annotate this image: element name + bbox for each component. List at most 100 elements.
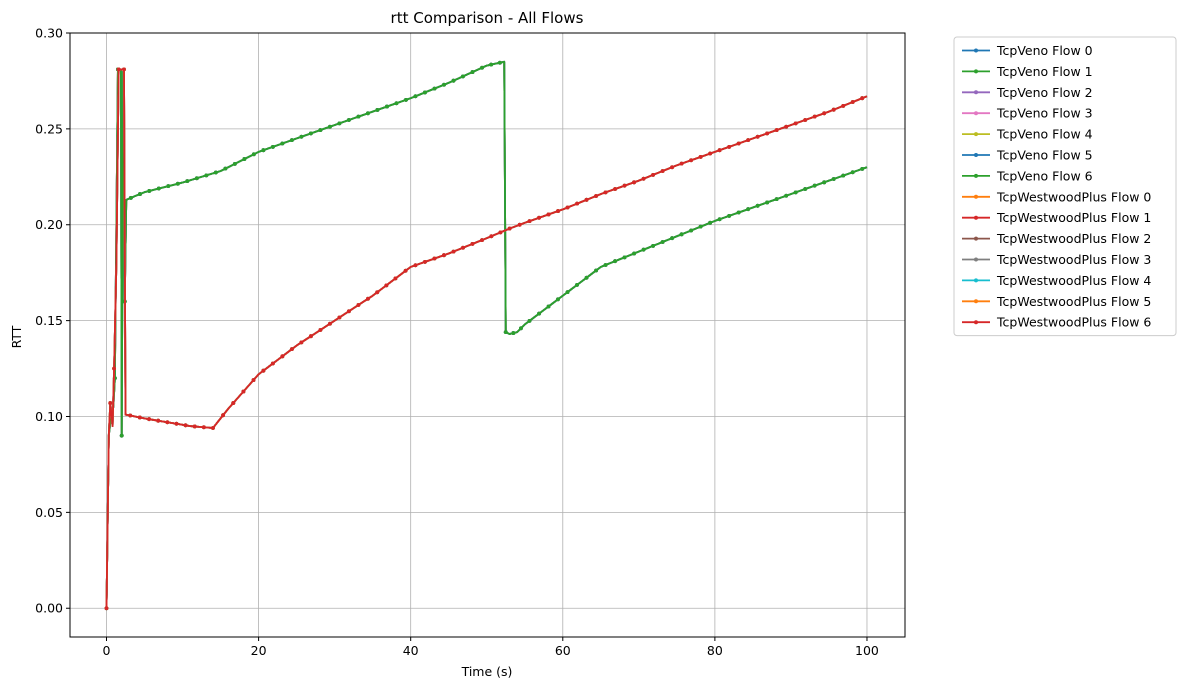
series-point [594,268,598,273]
series-point [270,361,275,366]
series-point [822,180,827,185]
legend-item: TcpWestwoodPlus Flow 0 [962,189,1151,204]
series-point [366,296,370,301]
series-point [755,203,760,208]
series-point [470,242,475,246]
series-point [765,131,770,136]
series-point [327,124,332,129]
series-point [308,334,313,339]
series-point [384,283,389,288]
series-point [480,65,484,70]
series-point [451,249,456,254]
series-point [299,340,304,345]
series-point [442,253,446,258]
series-point [746,207,751,212]
legend-box [953,36,1177,337]
series-point [385,104,389,109]
series-point [432,86,437,91]
grid-lines [70,32,905,637]
series-point [261,148,266,153]
series-point [736,210,741,215]
series-point [480,238,484,242]
series-point [280,141,285,146]
series-point [489,62,494,67]
series-point [632,251,636,256]
y-tick-label: 0.20 [35,217,63,232]
series-point [622,255,627,260]
legend-marker [974,48,978,53]
series-point [138,192,142,196]
x-tick-label: 40 [403,643,419,658]
series-point [546,212,551,217]
legend-marker [974,90,978,95]
legend-label: TcpWestwoodPlus Flow 1 [996,210,1151,225]
plot-frame [69,32,906,638]
series-point [708,220,713,225]
legend-marker [974,278,978,283]
series-point [261,368,266,373]
series-point [270,144,275,149]
series-point [299,134,304,139]
series-point [122,67,126,72]
series-point [128,196,133,200]
series-tcpveno-flow-6 [104,60,868,611]
series-point [689,228,694,233]
series-point [327,321,332,326]
legend-marker [974,194,978,199]
series-point [841,173,846,178]
legend-marker [974,132,978,137]
legend-item: TcpWestwoodPlus Flow 4 [962,273,1151,288]
legend-item: TcpWestwoodPlus Flow 2 [962,231,1151,246]
legend-marker [974,153,978,157]
legend-item: TcpVeno Flow 2 [962,85,1093,100]
legend-item: TcpWestwoodPlus Flow 6 [962,315,1151,330]
series-point [651,243,655,248]
series-point [451,78,456,83]
series-point [137,415,142,420]
legend-marker [974,257,978,262]
y-tick-label: 0.05 [35,505,63,520]
series-point [166,184,171,189]
series-point [498,230,503,235]
series-point [128,413,133,418]
legend-item: TcpWestwoodPlus Flow 3 [962,252,1151,267]
legend-item: TcpVeno Flow 5 [962,148,1093,163]
legend: TcpVeno Flow 0 TcpVeno Flow 1 TcpVeno Flow… [953,36,1177,337]
series-point [404,97,408,102]
series-point [231,401,236,405]
series-point [774,128,779,132]
series-line [105,68,868,609]
series-point [708,151,713,156]
series-point [185,179,190,184]
series-point [403,268,408,273]
series-point [375,108,380,112]
legend-label: TcpWestwoodPlus Flow 4 [996,273,1151,288]
series-point [432,256,437,261]
legend-label: TcpVeno Flow 2 [996,85,1093,100]
series-point [784,124,789,129]
series-point [347,118,351,122]
series-point [116,67,121,72]
series-point [289,138,294,143]
series-point [147,417,151,422]
series-point [112,366,117,371]
series-point [632,180,636,185]
series-point [503,330,508,335]
series-point [727,144,732,149]
series-point [603,263,608,267]
series-point [831,107,836,112]
y-tick-label: 0.15 [35,313,63,328]
legend-label: TcpVeno Flow 3 [996,106,1093,121]
legend-label: TcpWestwoodPlus Flow 6 [996,315,1151,330]
series-point [108,401,113,405]
series-point [679,232,684,237]
series-point [175,181,180,186]
legend-item: TcpVeno Flow 4 [962,127,1093,142]
series-point [613,187,617,191]
series-point [594,194,598,198]
series-point [517,222,522,227]
series-point [147,189,152,193]
series-point [717,148,722,153]
y-axis-label: RTT [9,325,24,348]
